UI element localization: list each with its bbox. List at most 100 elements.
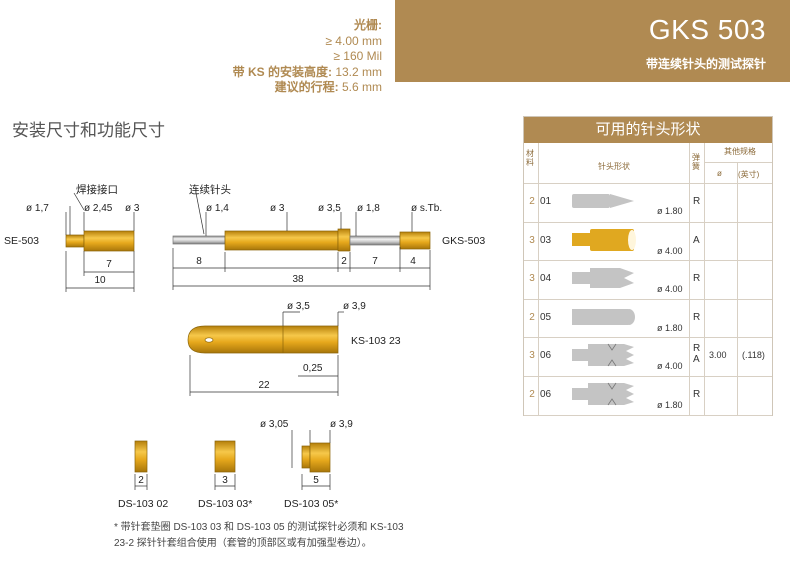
row-divider	[524, 260, 772, 262]
ds-02-len: 2	[138, 475, 144, 486]
row-number: 06	[540, 350, 552, 362]
row-spring: R	[693, 311, 701, 323]
gks-len-b: 2	[341, 256, 347, 267]
row-number: 06	[540, 389, 552, 400]
gks-d3: ø 3,5	[318, 203, 341, 214]
gks-d2: ø 3	[270, 203, 285, 214]
tip-shape-icon	[572, 344, 634, 367]
gks-name: GKS-503	[442, 235, 486, 247]
ds-05-d2: ø 3,9	[330, 419, 353, 430]
row-number: 03	[540, 234, 552, 246]
travel-label: 建议的行程:	[274, 80, 339, 94]
row-diameter: ø 4.00	[657, 361, 683, 372]
table-row: 2 06 ø 1.80 R	[524, 376, 772, 416]
ks-d2: ø 3,9	[343, 301, 366, 312]
tip-table-title: 可用的针头形状	[524, 117, 772, 143]
footnote: * 带针套垫圈 DS-103 03 和 DS-103 05 的测试探针必须和 K…	[114, 522, 404, 549]
ks-len: 22	[258, 380, 270, 391]
install-height-value: 13.2 mm	[335, 64, 382, 79]
ks-103-23-part	[187, 311, 344, 396]
row-material: 2	[529, 311, 535, 323]
ds-103-03-part	[214, 440, 236, 490]
col-d: ø	[717, 169, 722, 178]
ds-05-len: 5	[313, 475, 319, 486]
install-height-label: 带 KS 的安装高度:	[232, 64, 332, 79]
col-material: 材料	[526, 149, 534, 167]
table-col-line	[689, 143, 690, 415]
ds-05-d1: ø 3,05	[260, 419, 289, 430]
tip-shape-icon	[572, 308, 635, 325]
grid-mm: ≥ 4.00 mm	[325, 33, 382, 48]
dimension-drawing	[65, 192, 431, 490]
se-d1: ø 1,7	[26, 203, 49, 214]
grid-mil: ≥ 160 Mil	[333, 49, 382, 63]
tip-shape-icon	[572, 268, 634, 289]
tip-shape-icon	[572, 228, 636, 251]
ds-03-name: DS-103 03*	[198, 498, 253, 510]
row-divider	[524, 375, 772, 377]
row-material: 3	[529, 234, 535, 246]
table-row: 2 01 ø 1.80 R	[524, 183, 772, 223]
tip-shape-icon	[572, 194, 634, 208]
table-row: 3 04 ø 4.00 R	[524, 260, 772, 300]
page-title: GKS 503	[648, 14, 766, 45]
row-material: 3	[529, 350, 535, 362]
se-name: SE-503	[4, 235, 40, 247]
gks-len-d: 4	[410, 256, 416, 267]
row-divider	[524, 337, 772, 339]
table-row: 3 06 ø 4.00 R A 3.00 (.118)	[524, 337, 772, 377]
gks-len-total: 38	[292, 274, 304, 285]
gks-len-a: 8	[196, 256, 202, 267]
row-divider	[524, 221, 772, 223]
table-row: 3 03 ø 4.00 A	[524, 222, 772, 262]
tip-shape-icon	[572, 382, 634, 406]
row-divider	[524, 298, 772, 300]
gks-tip-label: 连续针头	[189, 184, 231, 196]
row-diameter: ø 1.80	[657, 322, 683, 333]
gks-503-part	[172, 192, 431, 290]
row-d-value: 3.00	[709, 350, 727, 361]
ds-05-name: DS-103 05*	[284, 498, 339, 510]
col-inch: (英寸)	[738, 170, 760, 179]
row-material: 2	[529, 196, 535, 207]
table-col-line	[737, 162, 738, 415]
row-material: 2	[529, 389, 535, 400]
tip-shapes-table: 可用的针头形状 材料 针头形状 弹簧 其他规格 ø (英寸) 2 01 ø 1.80…	[523, 116, 773, 416]
grid-label: 光栅:	[354, 18, 382, 32]
gks-d1: ø 1,4	[206, 203, 229, 214]
row-diameter: ø 4.00	[657, 284, 683, 295]
table-subheader-line	[704, 162, 772, 163]
travel-value: 5.6 mm	[341, 80, 382, 94]
se-len-a: 7	[106, 259, 112, 270]
table-row: 2 05 ø 1.80 R	[524, 299, 772, 339]
se-d3: ø 3	[125, 203, 140, 214]
section-title: 安装尺寸和功能尺寸	[12, 121, 165, 140]
header-band: GKS 503 带连续针头的测试探针	[395, 0, 790, 82]
col-other: 其他规格	[724, 147, 756, 156]
row-inch-value: (.118)	[742, 350, 765, 361]
page-subtitle: 带连续针头的测试探针	[645, 57, 766, 71]
ds-103-05-part	[291, 430, 331, 490]
table-col-line	[538, 143, 539, 415]
ks-name: KS-103 23	[351, 335, 401, 347]
row-diameter: ø 4.00	[657, 245, 683, 256]
row-diameter: ø 1.80	[657, 400, 683, 410]
se-len-b: 10	[94, 275, 106, 286]
ds-103-02-part	[134, 440, 148, 490]
ks-d1: ø 3,5	[287, 301, 310, 312]
row-spring: R	[693, 273, 701, 285]
row-material: 3	[529, 273, 535, 285]
row-spring: R	[693, 196, 701, 207]
se-503-part	[65, 192, 135, 292]
gks-len-c: 7	[372, 256, 378, 267]
table-header-divider	[524, 183, 772, 184]
row-spring: A	[693, 234, 700, 246]
gks-d4: ø 1,8	[357, 203, 380, 214]
row-spring: R	[693, 389, 701, 400]
ds-03-len: 3	[222, 475, 228, 486]
col-spring: 弹簧	[692, 153, 700, 171]
gks-d5: ø s.Tb.	[411, 203, 443, 214]
se-d2: ø 2,45	[84, 203, 113, 214]
spec-block: 光栅: ≥ 4.00 mm ≥ 160 Mil 带 KS 的安装高度: 13.2…	[190, 18, 382, 96]
se-solder-label: 焊接接口	[76, 184, 118, 196]
